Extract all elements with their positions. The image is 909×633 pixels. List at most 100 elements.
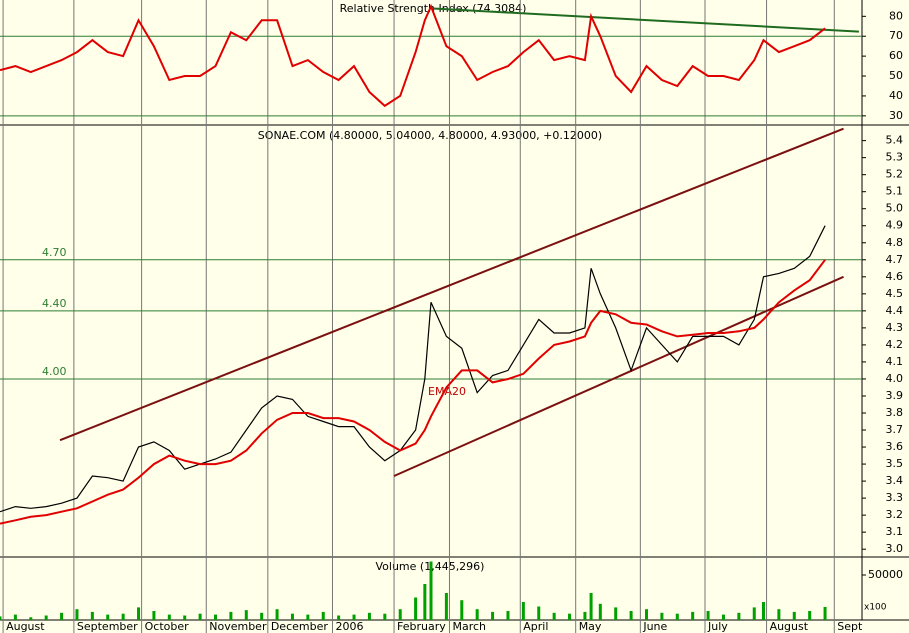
y-tick-label: 5.4 xyxy=(886,134,904,147)
x-tick-label: October xyxy=(145,620,189,633)
volume-bar xyxy=(521,602,525,620)
x-tick-label: August xyxy=(770,620,809,633)
y-tick-label: 70 xyxy=(889,29,903,42)
price-title: SONAE.COM (4.80000, 5.04000, 4.80000, 4.… xyxy=(258,129,602,142)
volume-bar xyxy=(244,610,248,620)
y-tick-label: 50 xyxy=(889,69,903,82)
x-tick-label: February xyxy=(397,620,446,633)
x-tick-label: June xyxy=(642,620,667,633)
y-tick-label: 50000 xyxy=(868,568,903,581)
y-tick-label: 3.0 xyxy=(886,542,904,555)
volume-bar xyxy=(475,609,479,620)
volume-bar xyxy=(352,614,356,620)
y-tick-label: 60 xyxy=(889,49,903,62)
volume-bar xyxy=(229,611,233,620)
volume-bar xyxy=(423,584,427,620)
volume-bar xyxy=(90,611,94,620)
y-tick-label: 3.8 xyxy=(886,406,904,419)
y-tick-label: 4.0 xyxy=(886,372,904,385)
volume-bar xyxy=(167,614,171,620)
volume-bar xyxy=(183,615,187,620)
trend-line xyxy=(393,275,844,477)
x-tick-label: December xyxy=(271,620,329,633)
volume-bar xyxy=(589,593,593,620)
y-tick-label: 4.1 xyxy=(886,355,904,368)
volume-bar xyxy=(823,606,827,620)
y-tick-label: 4.4 xyxy=(886,304,904,317)
trend-line xyxy=(59,127,844,442)
volume-bar xyxy=(260,612,264,620)
volume-bar xyxy=(675,613,679,620)
volume-bar xyxy=(214,614,217,620)
volume-bar xyxy=(321,611,325,620)
volume-bar xyxy=(429,561,433,620)
volume-bar xyxy=(660,612,664,620)
volume-bar xyxy=(460,600,464,620)
level-label: 4.70 xyxy=(42,246,67,259)
y-tick-label: 3.5 xyxy=(886,457,904,470)
volume-bar xyxy=(614,607,618,620)
volume-bar xyxy=(398,609,402,620)
y-tick-label: 4.7 xyxy=(886,253,904,266)
volume-bar xyxy=(137,607,141,620)
y-tick-label: 5.0 xyxy=(886,202,904,215)
volume-bar xyxy=(752,607,756,620)
volume-bar xyxy=(777,609,781,620)
y-tick-label: 4.6 xyxy=(886,270,904,283)
volume-bar xyxy=(275,609,279,620)
volume-bar xyxy=(598,603,602,620)
volume-unit: x100 xyxy=(864,603,887,613)
volume-bar xyxy=(629,611,633,620)
volume-bar xyxy=(106,614,110,620)
trend-line xyxy=(430,7,859,33)
volume-bar xyxy=(552,612,556,620)
volume-bar xyxy=(306,614,310,620)
x-tick-label: August xyxy=(6,620,45,633)
volume-bar xyxy=(792,611,796,620)
y-tick-label: 4.2 xyxy=(886,338,904,351)
level-label: 4.40 xyxy=(42,297,67,310)
y-tick-label: 30 xyxy=(889,109,903,122)
volume-bar xyxy=(121,613,125,620)
volume-bar xyxy=(414,597,418,620)
y-tick-label: 4.3 xyxy=(886,321,904,334)
volume-bar xyxy=(691,611,695,620)
volume-bar xyxy=(29,617,33,620)
y-tick-label: 3.6 xyxy=(886,440,904,453)
y-tick-label: 3.2 xyxy=(886,508,904,521)
volume-bar xyxy=(75,609,79,620)
y-tick-label: 4.8 xyxy=(886,236,904,249)
y-tick-label: 3.1 xyxy=(886,525,904,538)
y-tick-label: 3.4 xyxy=(886,474,904,487)
y-tick-label: 4.9 xyxy=(886,219,904,232)
x-tick-label: Sept xyxy=(837,620,863,633)
series-line xyxy=(0,225,826,513)
series-line xyxy=(0,3,826,108)
x-tick-label: May xyxy=(579,620,602,633)
volume-bar xyxy=(60,612,64,620)
volume-bar xyxy=(491,611,495,620)
volume-bar xyxy=(808,611,812,620)
y-tick-label: 40 xyxy=(889,89,903,102)
level-label: 4.00 xyxy=(42,365,67,378)
series-line xyxy=(0,259,826,525)
x-tick-label: July xyxy=(707,620,728,633)
volume-bar xyxy=(706,611,710,620)
y-tick-label: 3.9 xyxy=(886,389,904,402)
volume-bar xyxy=(44,615,48,620)
volume-bar xyxy=(13,614,17,620)
x-tick-label: September xyxy=(77,620,138,633)
volume-bar xyxy=(761,602,765,620)
volume-bar xyxy=(537,606,541,620)
volume-bar xyxy=(506,611,510,620)
volume-bar xyxy=(645,609,648,620)
volume-bar xyxy=(367,612,371,620)
y-tick-label: 5.1 xyxy=(886,185,904,198)
x-tick-label: 2006 xyxy=(335,620,363,633)
volume-bar xyxy=(152,611,156,620)
y-tick-label: 80 xyxy=(889,9,903,22)
volume-bar xyxy=(337,615,341,620)
y-tick-label: 3.3 xyxy=(886,491,904,504)
